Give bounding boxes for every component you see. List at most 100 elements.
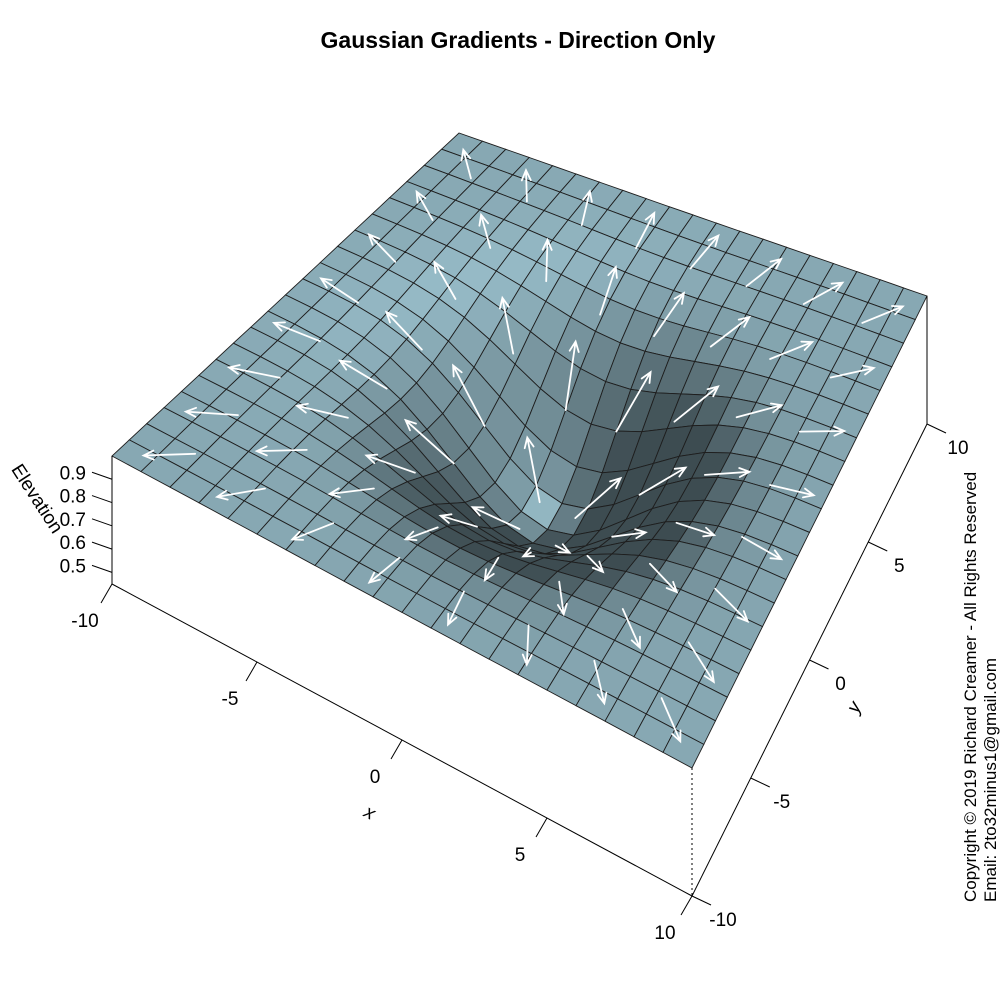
gradient-arrow: [802, 281, 845, 305]
gradient-arrow: [470, 506, 521, 530]
gradient-arrow: [214, 487, 266, 501]
gradient-arrow: [769, 484, 816, 499]
gradient-arrow: [611, 528, 648, 539]
gradient-arrow: [226, 364, 281, 379]
gradient-arrow: [447, 590, 465, 627]
gradient-arrow: [438, 513, 478, 528]
x-tick: [535, 817, 548, 838]
gradient-arrow: [478, 212, 492, 249]
gradient-arrow: [638, 466, 688, 496]
gradient-arrow: [452, 363, 486, 427]
gradient-arrow: [554, 543, 572, 554]
z-tick-label: 0.9: [60, 463, 86, 484]
gradient-arrow: [653, 291, 686, 337]
gradient-arrow: [403, 418, 455, 465]
chart-title: Gaussian Gradients - Direction Only: [321, 27, 716, 53]
gradient-arrow: [593, 659, 608, 706]
y-tick: [926, 423, 947, 434]
gradient-arrow: [709, 315, 752, 348]
gradient-arrow: [460, 147, 472, 180]
gradient-arrow: [367, 232, 397, 263]
y-tick: [750, 777, 770, 788]
gradient-arrow: [338, 359, 388, 390]
x-tick: [680, 895, 693, 916]
gradient-arrow: [319, 277, 359, 304]
gradient-arrow: [704, 467, 752, 478]
z-tick: [91, 518, 113, 527]
gradient-arrow: [367, 556, 401, 584]
gradient-arrow: [403, 526, 439, 541]
gradient-arrow: [364, 453, 416, 474]
x-tick: [390, 739, 403, 760]
y-tick: [691, 895, 712, 906]
gradient-arrow: [499, 295, 515, 355]
gradient-arrow: [861, 305, 905, 324]
x-axis-label: x: [360, 801, 380, 825]
gradient-arrow: [673, 385, 720, 423]
gradient-arrow: [271, 321, 321, 343]
gradient-arrow: [586, 554, 605, 574]
x-tick-label: -5: [222, 689, 239, 710]
gradient-arrow: [735, 402, 784, 419]
gradient-arrow: [649, 562, 679, 594]
gradient-arrow: [599, 265, 618, 316]
gradient-arrow: [294, 402, 349, 419]
y-tick: [809, 659, 829, 670]
x-tick-label: 0: [370, 767, 381, 788]
z-tick: [91, 471, 113, 480]
z-axis-label: Elevation: [7, 461, 67, 538]
y-tick-label: -10: [709, 910, 736, 931]
surface-plot: [111, 132, 928, 769]
gradient-arrow: [574, 476, 623, 519]
z-tick-label: 0.5: [60, 556, 86, 577]
x-tick-label: 10: [654, 923, 675, 944]
z-tick-label: 0.7: [60, 510, 86, 531]
gradient-arrow: [384, 310, 423, 351]
copyright-line: Copyright © 2019 Richard Creamer - All R…: [961, 472, 980, 902]
z-tick: [91, 564, 113, 573]
gradient-arrow: [415, 189, 434, 221]
gradient-arrow: [557, 580, 568, 617]
z-tick-label: 0.8: [60, 487, 86, 508]
x-tick: [245, 661, 258, 682]
gradient-arrow: [254, 445, 308, 457]
gradient-arrow: [520, 167, 532, 203]
gradient-arrow: [741, 536, 784, 561]
gradient-arrow: [327, 487, 375, 499]
gradient-arrow: [183, 406, 239, 418]
gradient-arrow: [521, 547, 535, 558]
gradient-arrow: [621, 608, 641, 650]
gradient-arrow: [521, 624, 533, 667]
gradient-arrow: [564, 339, 580, 411]
z-tick: [91, 495, 113, 504]
gradient-arrow: [580, 188, 593, 226]
y-tick-label: -5: [773, 792, 790, 813]
gradient-arrow: [660, 697, 682, 744]
email-line: Email: 2to32minus1@gmail.com: [981, 658, 1000, 902]
gradient-arrow: [687, 641, 715, 684]
gradient-arrow: [635, 210, 656, 250]
y-tick-label: 5: [894, 556, 905, 577]
gradient-arrow: [745, 257, 783, 288]
y-tick-label: 10: [947, 438, 968, 459]
y-axis-label: y: [842, 697, 867, 718]
gradient-arrow: [541, 237, 553, 283]
surface-facet: [662, 728, 705, 769]
z-tick-label: 0.6: [60, 533, 86, 554]
gradient-arrow: [675, 521, 717, 538]
gradient-arrow: [615, 370, 652, 433]
gradient-arrow: [523, 435, 541, 504]
gradient-arrow: [829, 364, 876, 379]
gradient-arrow: [141, 449, 197, 461]
gradient-arrows: [141, 147, 905, 744]
gradient-arrow: [433, 260, 457, 300]
y-tick: [868, 541, 888, 552]
gradient-arrow: [483, 556, 500, 582]
x-tick-label: -10: [71, 611, 98, 632]
x-tick: [100, 583, 113, 604]
gradient-arrow: [290, 522, 335, 541]
gradient-arrow: [769, 340, 815, 360]
x-tick-label: 5: [515, 845, 526, 866]
gradient-arrow: [798, 425, 847, 437]
